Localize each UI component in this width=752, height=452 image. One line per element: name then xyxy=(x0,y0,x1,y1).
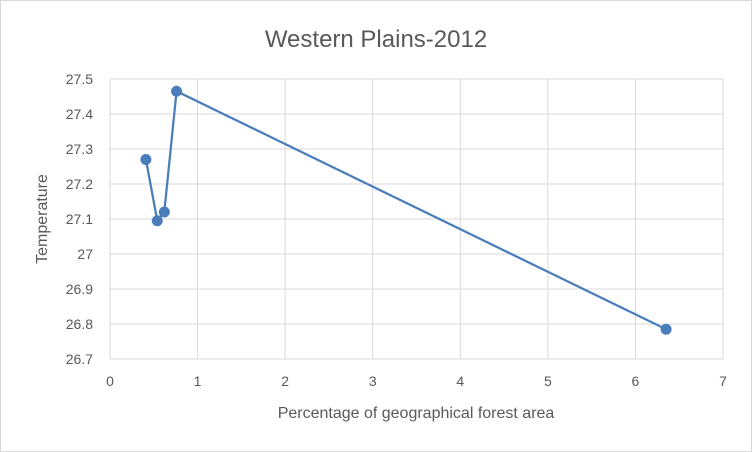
x-tick-label: 0 xyxy=(106,373,114,389)
x-tick-label: 7 xyxy=(719,373,727,389)
x-tick-label: 6 xyxy=(632,373,640,389)
x-axis-ticks: 0 1 2 3 4 5 6 7 xyxy=(106,373,727,389)
y-tick-label: 27.4 xyxy=(66,106,93,122)
series xyxy=(140,85,672,335)
y-axis-label: Temperature xyxy=(34,174,51,264)
y-tick-label: 27 xyxy=(77,246,93,262)
data-point xyxy=(171,85,183,97)
y-tick-label: 26.9 xyxy=(66,281,93,297)
data-point xyxy=(158,206,170,218)
x-tick-label: 4 xyxy=(456,373,464,389)
x-tick-label: 2 xyxy=(281,373,289,389)
y-tick-label: 27.1 xyxy=(66,211,93,227)
chart-title: Western Plains-2012 xyxy=(265,26,487,53)
data-point xyxy=(140,154,152,165)
data-point xyxy=(660,323,672,335)
x-tick-label: 1 xyxy=(194,373,202,389)
x-tick-label: 5 xyxy=(544,373,552,389)
gridlines xyxy=(109,78,724,360)
y-tick-label: 26.8 xyxy=(66,316,93,332)
y-tick-label: 27.2 xyxy=(66,176,93,192)
x-axis-label: Percentage of geographical forest area xyxy=(278,405,555,422)
x-tick-label: 3 xyxy=(369,373,377,389)
y-tick-label: 27.5 xyxy=(66,71,93,87)
y-axis-ticks: 26.7 26.8 26.9 27 27.1 27.2 27.3 27.4 27.5 xyxy=(66,71,93,367)
series-line xyxy=(144,89,667,331)
data-point xyxy=(151,215,163,227)
y-tick-label: 26.7 xyxy=(66,351,93,367)
y-tick-label: 27.3 xyxy=(66,141,93,157)
